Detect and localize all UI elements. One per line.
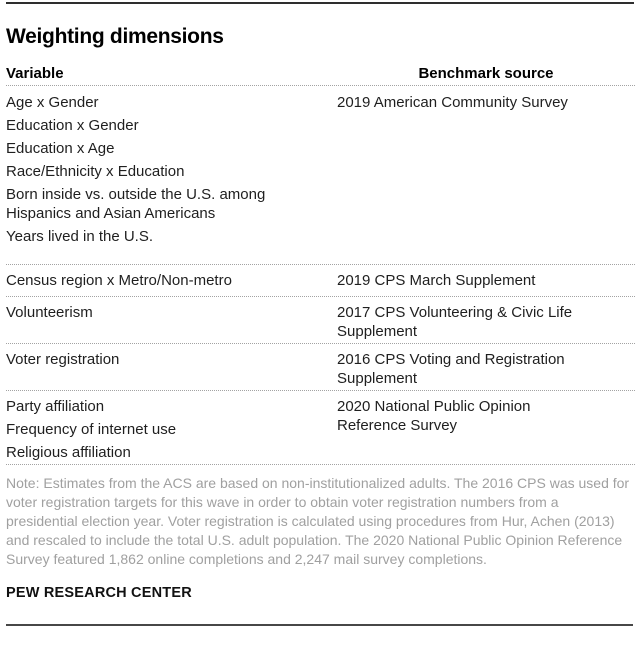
benchmark-source-cell: 2020 National Public Opinion Reference S… — [337, 398, 531, 434]
variable-label: Volunteerism — [6, 304, 93, 321]
benchmark-source-cell: 2016 CPS Voting and Registration Supplem… — [337, 351, 565, 387]
variable-label: Years lived in the U.S. — [6, 228, 154, 245]
variable-label: Party affiliation — [6, 398, 105, 415]
table-header-row: Variable Benchmark source — [6, 64, 635, 86]
variable-label: Census region x Metro/Non-metro — [6, 272, 232, 289]
variable-cell: Age x Gender Education x Gender Educatio… — [6, 93, 337, 246]
bottom-rule — [6, 624, 633, 626]
top-rule — [6, 2, 634, 4]
variable-label: Religious affiliation — [6, 444, 131, 461]
variable-label: Frequency of internet use — [6, 421, 177, 438]
variable-label: Education x Gender — [6, 117, 139, 134]
variable-label: Born inside vs. outside the U.S. among H… — [6, 186, 266, 222]
variable-label: Education x Age — [6, 140, 115, 157]
benchmark-source-cell: 2019 American Community Survey — [337, 94, 568, 111]
table-row-demographics: Age x Gender Education x Gender Educatio… — [6, 86, 635, 265]
table-row-census-region: Census region x Metro/Non-metro 2019 CPS… — [6, 265, 635, 297]
pew-research-center-wordmark: PEW RESEARCH CENTER — [6, 585, 192, 601]
table-row-voter-registration: Voter registration 2016 CPS Voting and R… — [6, 344, 635, 391]
figure-note: Note: Estimates from the ACS are based o… — [6, 475, 630, 567]
variable-cell: Party affiliation Frequency of internet … — [6, 397, 337, 462]
figure-title: Weighting dimensions — [6, 25, 224, 48]
table-row-affiliations: Party affiliation Frequency of internet … — [6, 391, 635, 465]
variable-label: Voter registration — [6, 351, 120, 368]
table-row-volunteerism: Volunteerism 2017 CPS Volunteering & Civ… — [6, 297, 635, 344]
variable-cell: Census region x Metro/Non-metro — [6, 271, 337, 290]
variable-cell: Volunteerism — [6, 303, 337, 341]
variable-cell: Voter registration — [6, 350, 337, 388]
benchmark-source-cell: 2019 CPS March Supplement — [337, 272, 536, 289]
column-header-variable: Variable — [6, 65, 64, 82]
pew-table-figure: Weighting dimensions Variable Benchmark … — [0, 2, 640, 626]
variable-label: Age x Gender — [6, 94, 99, 111]
column-header-benchmark-source: Benchmark source — [418, 65, 554, 82]
variable-label: Race/Ethnicity x Education — [6, 163, 185, 180]
benchmark-source-cell: 2017 CPS Volunteering & Civic Life Suppl… — [337, 304, 573, 340]
